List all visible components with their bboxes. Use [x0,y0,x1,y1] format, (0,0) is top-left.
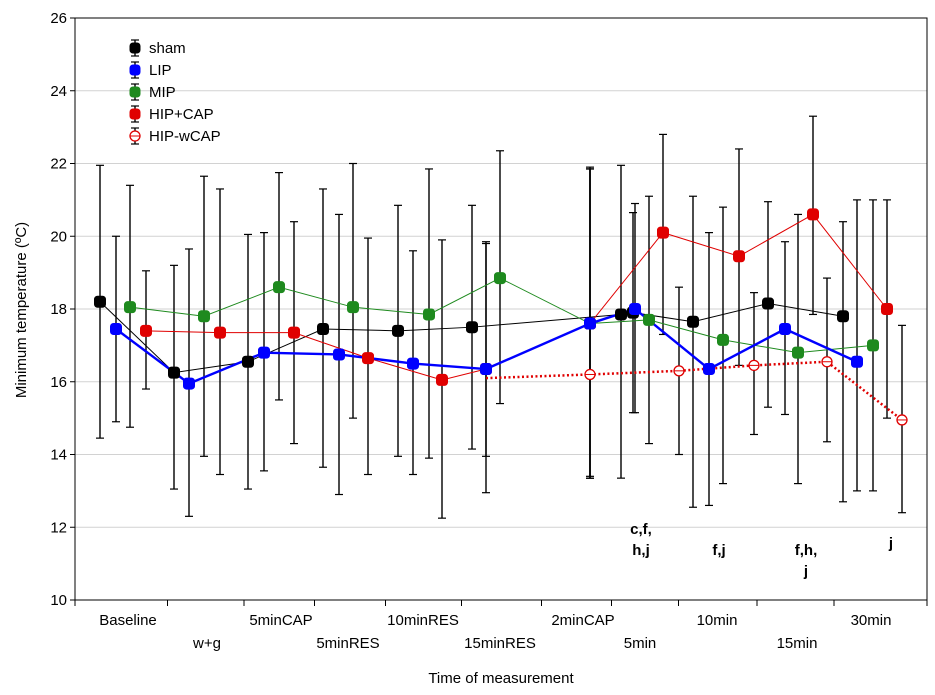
y-axis-title: Minimum temperature (ºC) [13,222,30,398]
data-point-hip-cap [807,208,819,221]
x-tick-label: 5minRES [316,635,379,652]
data-point-sham [687,315,699,328]
plot-frame [74,17,928,601]
data-point-mip [494,272,506,285]
y-tick-label: 18 [50,301,67,318]
data-point-sham [837,310,849,323]
data-point-lip [584,317,596,330]
legend-item-hip-wcap: HIP-wCAP [129,127,221,145]
annotation-label: f,j [712,542,725,559]
legend: sham LIP MIP HIP+CAP HIP-wCAP [129,39,221,145]
x-tick-label: 10minRES [387,612,459,629]
data-point-lip [333,348,345,361]
data-point-mip [867,339,879,352]
data-point-hip-cap [214,326,226,339]
legend-item-lip: LIP [129,61,172,79]
y-tick-label: 22 [50,156,67,173]
annotations: c,f, h,j f,j f,h, j j [630,521,893,580]
legend-label: HIP+CAP [149,106,214,123]
annotation-label: h,j [632,542,650,559]
y-tick-label: 10 [50,592,67,609]
annotation-label: j [803,563,808,580]
data-point-sham [392,324,404,337]
data-point-mip [423,308,435,321]
x-tick-label: Baseline [99,612,157,629]
y-tick-label: 12 [50,519,67,536]
data-point-hip-cap [362,352,374,365]
y-tick-label: 16 [50,374,67,391]
axes: 101214161820222426Baselinew+g5minCAP5min… [50,10,928,652]
data-point-mip [792,346,804,359]
data-point-lip [480,363,492,376]
data-point-sham [242,355,254,368]
data-point-hip-cap [288,326,300,339]
data-point-sham [466,321,478,334]
y-tick-label: 24 [50,83,67,100]
data-point-lip [629,303,641,315]
series-markers [94,208,908,426]
legend-marker [129,42,141,54]
series-line-hip-wcap [485,360,903,421]
y-tick-label: 20 [50,228,67,245]
legend-item-hip-cap: HIP+CAP [129,105,214,123]
data-point-sham [94,295,106,308]
data-point-lip [258,346,270,359]
x-tick-label: 10min [697,612,738,629]
data-point-hip-cap [140,324,152,337]
y-tick-label: 14 [50,447,67,464]
series-layer [94,115,908,519]
x-tick-label: 15min [777,635,818,652]
legend-label: LIP [149,62,172,79]
x-tick-label: 2minCAP [551,612,614,629]
legend-label: MIP [149,84,176,101]
data-point-mip [273,281,285,294]
legend-item-mip: MIP [129,83,176,101]
x-axis-title: Time of measurement [428,670,574,687]
data-point-hip-cap [881,303,893,315]
data-point-sham [168,366,180,379]
annotation-label: c,f, [630,521,652,538]
x-tick-label: 15minRES [464,635,536,652]
data-point-sham [615,308,627,321]
x-tick-label: w+g [192,635,221,652]
legend-label: HIP-wCAP [149,128,221,145]
annotation-label: j [888,535,893,552]
data-point-hip-cap [657,226,669,239]
legend-marker [129,86,141,98]
y-tick-label: 26 [50,10,67,27]
legend-label: sham [149,40,186,57]
legend-item-sham: sham [129,39,186,57]
data-point-sham [762,297,774,310]
data-point-mip [717,333,729,346]
legend-marker [129,64,141,76]
data-point-lip [110,323,122,336]
data-point-mip [347,301,359,314]
data-point-mip [198,310,210,323]
error-bars [96,115,906,519]
data-point-sham [317,323,329,336]
data-point-lip [703,363,715,376]
data-point-hip-cap [733,250,745,263]
x-tick-label: 30min [851,612,892,629]
data-point-mip [643,313,655,326]
x-tick-label: 5minCAP [249,612,312,629]
x-tick-label: 5min [624,635,657,652]
data-point-lip [851,355,863,368]
data-point-lip [779,323,791,336]
data-point-lip [407,357,419,370]
annotation-label: f,h, [795,542,818,559]
grid-lines [75,90,927,528]
data-point-lip [183,377,195,390]
data-point-mip [124,301,136,314]
legend-marker [129,108,141,120]
data-point-hip-cap [436,373,448,386]
